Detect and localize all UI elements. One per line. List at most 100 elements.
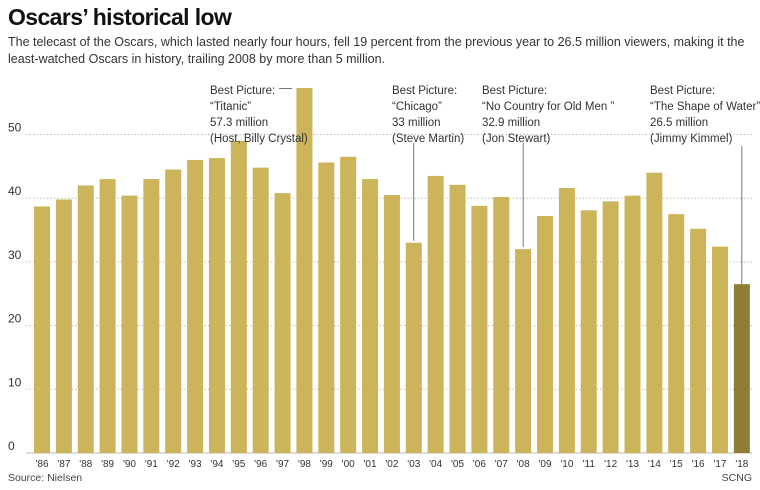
bar-98 — [296, 88, 313, 453]
x-tick-label: '00 — [342, 459, 355, 470]
x-tick-label: '09 — [538, 459, 551, 470]
x-tick-label: '95 — [232, 459, 245, 470]
annotation-line: “The Shape of Water” — [650, 101, 760, 113]
annotation-line: (Steve Martin) — [392, 133, 464, 145]
annotation-heading: Best Picture: — [482, 85, 547, 97]
bar-12 — [602, 201, 619, 453]
source-note: Source: Nielsen — [8, 472, 83, 484]
bar-97 — [274, 193, 291, 453]
bar-96 — [252, 167, 269, 453]
x-axis: '86 '87 '88 '89 '90 '91 '92 '93 '94 '95 '96 '97 '98 '… — [35, 459, 748, 470]
x-tick-label: '02 — [385, 459, 398, 470]
bar-layer — [34, 88, 750, 454]
annotation-heading: Best Picture: — [392, 85, 457, 97]
bar-02 — [383, 195, 400, 454]
chart-title: Oscars’ historical low — [8, 4, 232, 30]
annotation-heading: Best Picture: — [650, 85, 715, 97]
annotation-line: 32.9 million — [482, 117, 540, 129]
bar-88 — [77, 185, 94, 453]
bar-93 — [187, 159, 204, 453]
x-tick-label: '10 — [560, 459, 573, 470]
x-tick-label: '04 — [429, 459, 442, 470]
x-tick-label: '14 — [648, 459, 661, 470]
bar-00 — [340, 156, 357, 453]
bar-14 — [646, 172, 663, 453]
bar-04 — [427, 175, 444, 453]
annotation-18: Best Picture: “The Shape of Water” 26.5 mi… — [650, 85, 760, 285]
x-tick-label: '15 — [670, 459, 683, 470]
bar-05 — [449, 184, 466, 453]
bar-94 — [208, 158, 225, 453]
bar-89 — [99, 179, 116, 453]
bar-13 — [624, 195, 641, 453]
annotation-heading: Best Picture: — [210, 85, 275, 97]
x-tick-label: '86 — [35, 459, 48, 470]
y-tick-label: 40 — [8, 184, 22, 198]
bar-06 — [471, 205, 488, 453]
x-tick-label: '03 — [407, 459, 420, 470]
x-tick-label: '11 — [583, 459, 596, 470]
x-tick-label: '98 — [298, 459, 311, 470]
annotation-line: 26.5 million — [650, 117, 708, 129]
annotation-08: Best Picture: “No Country for Old Men ” 32… — [482, 85, 614, 248]
annotation-98: Best Picture: “Titanic” 57.3 million (Host,… — [210, 85, 308, 145]
x-tick-label: '01 — [364, 459, 377, 470]
bar-15 — [668, 214, 685, 453]
x-tick-label: '17 — [713, 459, 726, 470]
x-tick-label: '90 — [123, 459, 136, 470]
annotation-layer: Best Picture: “Titanic” 57.3 million (Host,… — [210, 85, 760, 285]
x-tick-label: '08 — [517, 459, 530, 470]
bar-08 — [515, 249, 532, 453]
annotation-line: (Jon Stewart) — [482, 133, 551, 145]
bar-03 — [405, 242, 422, 453]
bar-10 — [558, 188, 575, 453]
bar-95 — [230, 140, 247, 453]
bar-07 — [493, 196, 510, 453]
bar-87 — [55, 199, 72, 453]
bar-99 — [318, 162, 335, 453]
annotation-line: 57.3 million — [210, 117, 268, 129]
annotation-03: Best Picture: “Chicago” 33 million (Steve M… — [392, 85, 464, 241]
x-tick-label: '89 — [101, 459, 114, 470]
y-tick-label: 20 — [8, 312, 22, 326]
bar-11 — [580, 210, 597, 453]
y-tick-label: 30 — [8, 248, 22, 262]
y-tick-label: 50 — [8, 121, 22, 135]
bar-90 — [121, 195, 138, 453]
x-tick-label: '93 — [189, 459, 202, 470]
x-tick-label: '18 — [735, 459, 748, 470]
x-tick-label: '88 — [79, 459, 92, 470]
bar-86 — [34, 206, 50, 453]
annotation-line: (Host, Billy Crystal) — [210, 133, 308, 145]
x-tick-label: '16 — [692, 459, 705, 470]
bar-17 — [711, 246, 728, 453]
x-tick-label: '12 — [604, 459, 617, 470]
x-tick-label: '13 — [626, 459, 639, 470]
bar-09 — [537, 216, 554, 453]
y-tick-label: 10 — [8, 375, 22, 389]
bar-92 — [165, 169, 182, 454]
x-tick-label: '91 — [145, 459, 158, 470]
x-tick-label: '87 — [57, 459, 70, 470]
y-tick-label: 0 — [8, 439, 15, 453]
annotation-line: (Jimmy Kimmel) — [650, 133, 733, 145]
x-tick-label: '94 — [210, 459, 223, 470]
annotation-line: “Titanic” — [210, 101, 251, 113]
x-tick-label: '07 — [495, 459, 508, 470]
x-tick-label: '99 — [320, 459, 333, 470]
x-tick-label: '96 — [254, 459, 267, 470]
annotation-line: “Chicago” — [392, 101, 442, 113]
annotation-line: “No Country for Old Men ” — [482, 101, 614, 113]
bar-01 — [362, 179, 379, 453]
annotation-line: 33 million — [392, 117, 441, 129]
bar-18 — [733, 284, 750, 453]
bar-91 — [143, 179, 160, 453]
bar-16 — [690, 228, 707, 453]
x-tick-label: '06 — [473, 459, 486, 470]
credit-note: SCNG — [721, 472, 752, 484]
x-tick-label: '92 — [167, 459, 180, 470]
x-tick-label: '97 — [276, 459, 289, 470]
chart-subtitle: The telecast of the Oscars, which lasted… — [8, 35, 745, 66]
x-tick-label: '05 — [451, 459, 464, 470]
